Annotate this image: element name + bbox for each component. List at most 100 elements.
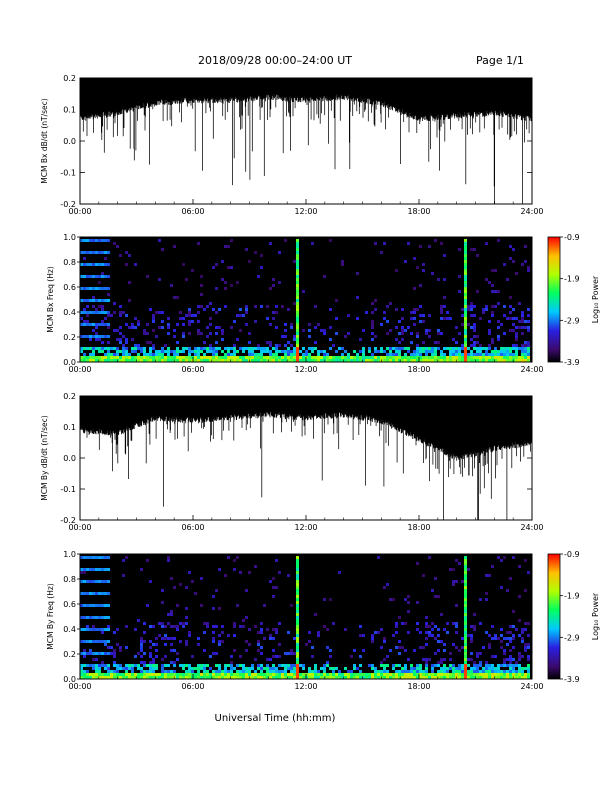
spectrogram-cell	[470, 673, 473, 676]
spectrogram-cell	[515, 353, 518, 356]
spectrogram-cell	[329, 649, 332, 652]
spectrogram-cell	[416, 344, 419, 347]
spectrogram-cell	[83, 568, 86, 571]
spectrogram-cell	[269, 341, 272, 344]
spectrogram-cell	[182, 356, 185, 359]
spectrogram-cell	[236, 664, 239, 667]
colorbar-tick-label: -2.9	[564, 633, 580, 642]
spectrogram-cell	[104, 604, 107, 607]
spectrogram-cell	[224, 667, 227, 670]
spectrogram-cell	[95, 667, 98, 670]
spectrogram-cell	[347, 673, 350, 676]
spectrogram-cell	[104, 263, 107, 266]
spectrogram-cell	[86, 625, 89, 628]
spectrogram-cell	[86, 305, 89, 308]
spectrogram-cell	[428, 676, 431, 679]
spectrogram-cell	[395, 347, 398, 350]
spectrogram-cell	[92, 275, 95, 278]
spectrogram-cell	[167, 622, 170, 625]
spectrogram-cell	[464, 610, 467, 613]
spectrogram-cell	[89, 311, 92, 314]
spectrogram-cell	[437, 640, 440, 643]
y-tick-label: -0.2	[60, 516, 76, 525]
y-tick-label: 0.1	[63, 423, 76, 432]
spectrogram-cell	[86, 676, 89, 679]
spectrogram-cell	[347, 676, 350, 679]
spectrogram-cell	[488, 643, 491, 646]
spectrogram-cell	[101, 556, 104, 559]
spectrogram-cell	[149, 356, 152, 359]
spectrogram-cell	[239, 676, 242, 679]
spectrogram-cell	[464, 263, 467, 266]
spectrogram-cell	[332, 344, 335, 347]
spectrogram-cell	[194, 676, 197, 679]
spectrogram-cell	[170, 350, 173, 353]
spectrogram-cell	[80, 568, 83, 571]
spectrogram-cell	[473, 323, 476, 326]
spectrogram-cell	[224, 287, 227, 290]
spectrogram-cell	[470, 353, 473, 356]
spectrogram-cell	[161, 359, 164, 362]
colorbar-label: Log₁₀ Power	[591, 275, 600, 323]
spectrogram-cell	[329, 308, 332, 311]
spectrogram-cell	[248, 341, 251, 344]
spectrogram-cell	[479, 353, 482, 356]
spectrogram-cell	[191, 359, 194, 362]
spectrogram-cell	[128, 299, 131, 302]
spectrogram-cell	[104, 568, 107, 571]
spectrogram-cell	[92, 350, 95, 353]
spectrogram-cell	[248, 670, 251, 673]
spectrogram-cell	[260, 664, 263, 667]
spectrogram-cell	[332, 667, 335, 670]
spectrogram-cell	[107, 667, 110, 670]
spectrogram-cell	[521, 631, 524, 634]
spectrogram-cell	[443, 649, 446, 652]
spectrogram-cell	[206, 350, 209, 353]
spectrogram-cell	[98, 616, 101, 619]
spectrogram-cell	[464, 673, 467, 676]
spectrogram-cell	[464, 646, 467, 649]
spectrogram-cell	[299, 356, 302, 359]
spectrogram-cell	[104, 616, 107, 619]
spectrogram-cell	[257, 649, 260, 652]
spectrogram-cell	[488, 344, 491, 347]
spectrogram-cell	[392, 347, 395, 350]
spectrogram-cell	[281, 359, 284, 362]
colorbar-tick-label: -0.9	[564, 233, 580, 242]
spectrogram-cell	[482, 308, 485, 311]
spectrogram-cell	[515, 344, 518, 347]
spectrogram-cell	[278, 622, 281, 625]
spectrogram-cell	[200, 350, 203, 353]
spectrogram-cell	[122, 344, 125, 347]
spectrogram-cell	[434, 350, 437, 353]
spectrogram-cell	[488, 676, 491, 679]
spectrogram-cell	[323, 667, 326, 670]
spectrogram-cell	[506, 670, 509, 673]
spectrogram-cell	[236, 281, 239, 284]
spectrogram-cell	[383, 676, 386, 679]
spectrogram-cell	[176, 604, 179, 607]
spectrogram-cell	[350, 673, 353, 676]
spectrogram-cell	[383, 673, 386, 676]
spectrogram-cell	[188, 664, 191, 667]
spectrogram-cell	[230, 359, 233, 362]
spectrogram-cell	[383, 640, 386, 643]
spectrogram-cell	[383, 350, 386, 353]
spectrogram-cell	[305, 643, 308, 646]
spectrogram-cell	[446, 667, 449, 670]
spectrogram-cell	[371, 673, 374, 676]
spectrogram-cell	[290, 670, 293, 673]
spectrogram-cell	[362, 353, 365, 356]
spectrogram-cell	[308, 359, 311, 362]
spectrogram-cell	[353, 356, 356, 359]
spectrogram-cell	[131, 350, 134, 353]
spectrogram-cell	[215, 356, 218, 359]
spectrogram-cell	[98, 275, 101, 278]
spectrogram-cell	[89, 640, 92, 643]
spectrogram-cell	[383, 667, 386, 670]
spectrogram-cell	[203, 670, 206, 673]
spectrogram-cell	[116, 350, 119, 353]
spectrogram-cell	[233, 667, 236, 670]
spectrogram-cell	[386, 347, 389, 350]
spectrogram-cell	[461, 344, 464, 347]
